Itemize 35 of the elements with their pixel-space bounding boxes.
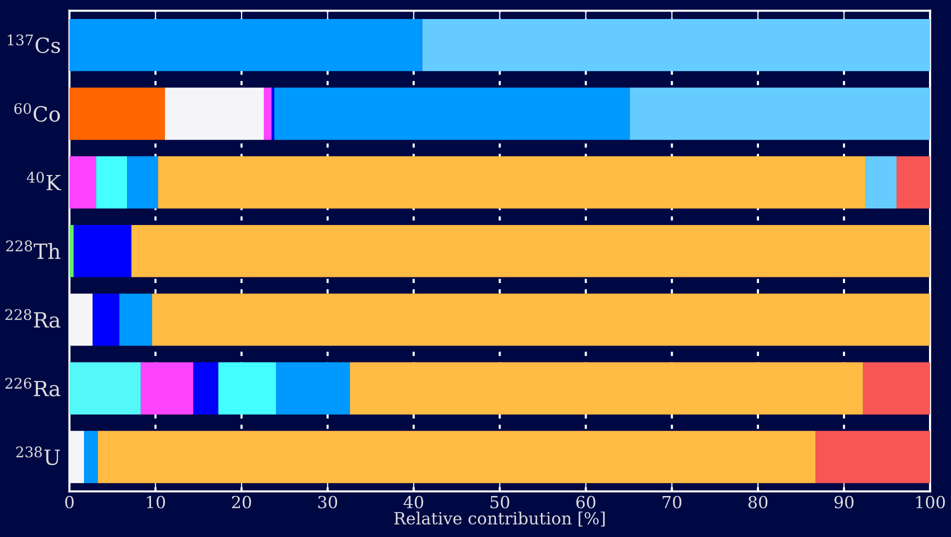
- y-tick-label: $^{228}$Ra: [5, 309, 60, 328]
- bar: [96, 156, 128, 208]
- bar: [158, 156, 866, 208]
- y-tick-label: $^{228}$Th: [6, 240, 60, 259]
- bar: [630, 88, 930, 140]
- y-tick-label: $^{60}$Co: [14, 103, 60, 122]
- y-tick-label: $^{226}$Ra: [5, 378, 60, 396]
- bar: [276, 362, 350, 414]
- x-tick-label: 60: [576, 496, 596, 508]
- x-tick-label: 80: [748, 496, 768, 508]
- x-tick-label: 70: [662, 496, 682, 508]
- bar: [264, 88, 272, 140]
- bar: [69, 362, 141, 414]
- bar: [218, 362, 276, 414]
- y-tick-label: $^{238}$U: [16, 446, 60, 466]
- bar: [69, 88, 165, 140]
- bar: [92, 294, 120, 346]
- x-tick-label: 30: [318, 496, 338, 508]
- x-tick-label: 100: [916, 496, 945, 508]
- x-tick-label: 50: [490, 496, 510, 508]
- bar: [152, 294, 930, 346]
- bar: [140, 362, 194, 414]
- y-tick-label: $^{40}$K: [26, 172, 62, 190]
- bar: [69, 224, 74, 278]
- bar: [69, 156, 96, 208]
- bar: [862, 362, 930, 414]
- bar: [74, 224, 132, 278]
- x-axis-title: Relative contribution [%]: [394, 512, 605, 527]
- bar: [274, 88, 630, 140]
- y-tick-label: $^{137}$Cs: [8, 34, 60, 54]
- x-tick-label: 0: [65, 496, 74, 508]
- x-tick-label: 40: [404, 496, 424, 508]
- x-tick-label: 10: [146, 496, 165, 508]
- x-tick-label: 20: [232, 496, 252, 508]
- x-tick-label: 90: [834, 496, 854, 508]
